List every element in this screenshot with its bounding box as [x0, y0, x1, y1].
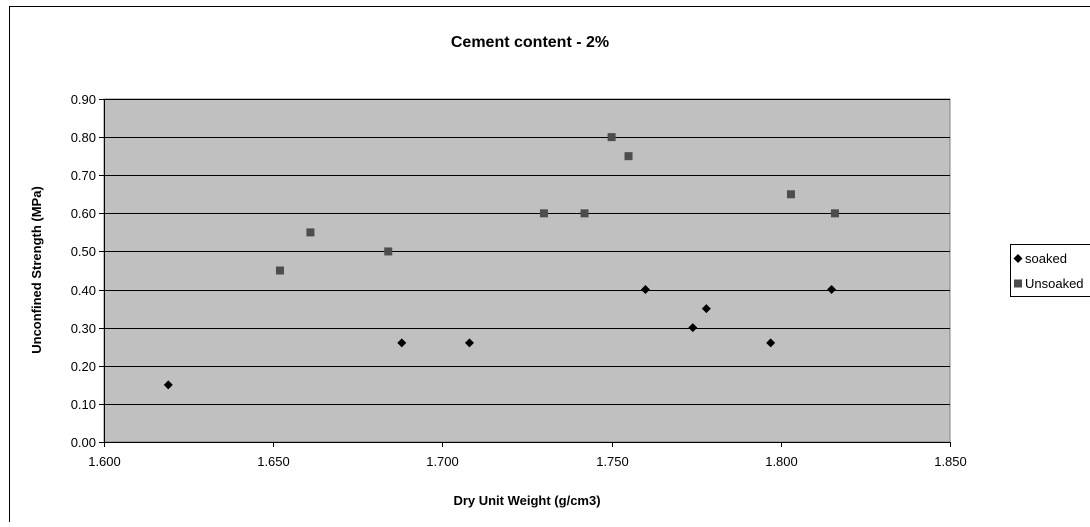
x-tick-label: 1.850: [934, 454, 967, 469]
y-tick-label: 0.50: [71, 244, 96, 259]
unsoaked-point: [384, 247, 392, 255]
y-tick-label: 0.80: [71, 130, 96, 145]
y-tick-label: 0.30: [71, 321, 96, 336]
unsoaked-point: [608, 133, 616, 141]
y-tick-label: 0.90: [71, 92, 96, 107]
y-tick-label: 0.00: [71, 435, 96, 450]
x-tick-label: 1.600: [88, 454, 121, 469]
unsoaked-point: [625, 152, 633, 160]
legend-marker-unsoaked: [1014, 280, 1022, 288]
y-tick-label: 0.40: [71, 283, 96, 298]
unsoaked-point: [581, 209, 589, 217]
y-tick-label: 0.70: [71, 168, 96, 183]
x-tick-label: 1.800: [765, 454, 798, 469]
y-tick-label: 0.10: [71, 397, 96, 412]
x-axis-title: Dry Unit Weight (g/cm3): [453, 493, 600, 508]
legend-label-unsoaked: Unsoaked: [1025, 276, 1084, 291]
chart-title: Cement content - 2%: [451, 34, 609, 51]
unsoaked-point: [787, 190, 795, 198]
legend-label-soaked: soaked: [1025, 251, 1067, 266]
legend: soaked Unsoaked: [1011, 245, 1090, 297]
unsoaked-point: [276, 267, 284, 275]
plot-area: [104, 99, 950, 442]
unsoaked-point: [306, 228, 314, 236]
unsoaked-point: [831, 209, 839, 217]
y-tick-label: 0.20: [71, 359, 96, 374]
y-tick-label: 0.60: [71, 206, 96, 221]
unsoaked-point: [540, 209, 548, 217]
x-tick-label: 1.750: [596, 454, 629, 469]
x-tick-label: 1.650: [257, 454, 290, 469]
y-axis-title: Unconfined Strength (MPa): [29, 186, 44, 354]
x-tick-label: 1.700: [426, 454, 459, 469]
